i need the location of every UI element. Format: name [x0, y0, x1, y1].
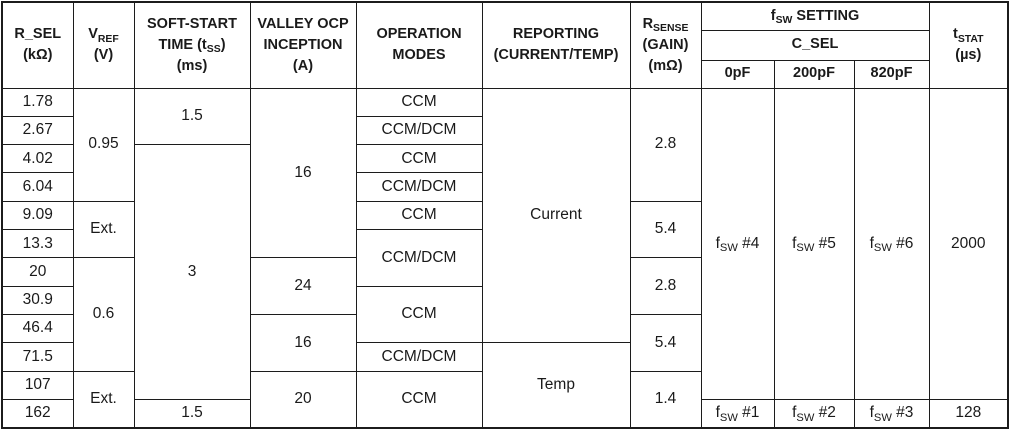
t-stat-value: 2000 [928, 87, 1009, 401]
op-mode-value: CCM/DCM [355, 229, 483, 287]
fsw-820pf-value: fSW #6 [853, 87, 930, 401]
op-mode-value: CCM/DCM [355, 115, 483, 146]
fsw-0pf-value: fSW #1 [700, 399, 775, 429]
reporting-value: Temp [481, 342, 631, 429]
r-sel-value: 9.09 [1, 200, 74, 231]
valley-ocp-value: 20 [249, 370, 357, 429]
table-row: 1.78 0.95 1.5 16 CCM Current 2.8 fSW #4 … [1, 87, 1009, 401]
header-t-stat: tSTAT (µs) [928, 1, 1009, 89]
soft-start-value: 3 [133, 144, 251, 401]
r-sel-value: 6.04 [1, 172, 74, 202]
r-sel-value: 4.02 [1, 144, 74, 174]
r-sense-value: 2.8 [629, 257, 702, 316]
op-mode-value: CCM/DCM [355, 342, 483, 372]
header-valley-ocp: VALLEY OCP INCEPTION (A) [249, 1, 357, 89]
header-soft-start-time: SOFT-START TIME (tSS) (ms) [133, 1, 251, 89]
r-sel-value: 30.9 [1, 285, 74, 316]
valley-ocp-value: 16 [249, 314, 357, 372]
table-row: 30.9 CCM [1, 285, 1008, 344]
op-mode-value: CCM [355, 285, 483, 344]
header-reporting: REPORTING (CURRENT/TEMP) [481, 1, 631, 89]
r-sel-value: 46.4 [1, 314, 74, 344]
r-sense-value: 5.4 [629, 200, 702, 259]
table-row: 107 Ext. 20 CCM 1.4 [1, 370, 1008, 429]
table-row: 6.04 CCM/DCM [1, 172, 1008, 202]
table-row: 13.3 CCM/DCM [1, 229, 1008, 287]
table-row: 4.02 3 CCM [1, 144, 1008, 401]
fsw-200pf-value: fSW #2 [773, 399, 855, 429]
table-row: 9.09 Ext. CCM 5.4 [1, 200, 1008, 259]
table-row: 20 0.6 24 2.8 [1, 257, 1008, 372]
op-mode-value: CCM [355, 144, 483, 174]
op-mode-value: CCM [355, 87, 483, 117]
header-cap-820pf: 820pF [853, 59, 930, 89]
header-c-sel: C_SEL [700, 29, 930, 61]
r-sel-value: 71.5 [1, 342, 74, 372]
v-ref-value: 0.95 [72, 87, 135, 202]
r-sense-value: 1.4 [629, 370, 702, 429]
table-header: R_SEL (kΩ) VREF (V) SOFT-START TIME (tSS… [1, 1, 1009, 89]
soft-start-value: 1.5 [133, 87, 251, 146]
header-r-sense: RSENSE (GAIN) (mΩ) [629, 1, 702, 89]
fsw-0pf-value: fSW #4 [700, 87, 775, 401]
r-sel-value: 20 [1, 257, 74, 287]
op-mode-value: CCM [355, 200, 483, 231]
fsw-200pf-value: fSW #5 [773, 87, 855, 401]
header-cap-200pf: 200pF [773, 59, 855, 89]
op-mode-value: CCM/DCM [355, 172, 483, 202]
table-row: 2.67 CCM/DCM [1, 115, 1008, 146]
r-sel-value: 107 [1, 370, 74, 401]
fsw-820pf-value: fSW #3 [853, 399, 930, 429]
header-fsw-setting: fSW SETTING [700, 1, 930, 31]
v-ref-value: Ext. [72, 200, 135, 259]
header-r-sel: R_SEL (kΩ) [1, 1, 74, 89]
r-sense-value: 5.4 [629, 314, 702, 372]
valley-ocp-value: 16 [249, 87, 357, 259]
r-sel-value: 13.3 [1, 229, 74, 259]
r-sel-value: 2.67 [1, 115, 74, 146]
reporting-value: Current [481, 87, 631, 344]
v-ref-value: Ext. [72, 370, 135, 429]
t-stat-value: 128 [928, 399, 1009, 429]
valley-ocp-value: 24 [249, 257, 357, 316]
r-sel-value: 1.78 [1, 87, 74, 117]
table-row: 71.5 CCM/DCM Temp [1, 342, 1008, 429]
header-v-ref: VREF (V) [72, 1, 135, 89]
header-cap-0pf: 0pF [700, 59, 775, 89]
header-operation-modes: OPERATION MODES [355, 1, 483, 89]
table-row: 162 1.5 fSW #1 fSW #2 fSW #3 128 [1, 399, 1009, 429]
soft-start-value: 1.5 [133, 399, 251, 429]
op-mode-value: CCM [355, 370, 483, 429]
r-sense-value: 2.8 [629, 87, 702, 202]
table-body: 1.78 0.95 1.5 16 CCM Current 2.8 fSW #4 … [1, 87, 1009, 429]
r-sel-value: 162 [1, 399, 74, 429]
v-ref-value: 0.6 [72, 257, 135, 372]
